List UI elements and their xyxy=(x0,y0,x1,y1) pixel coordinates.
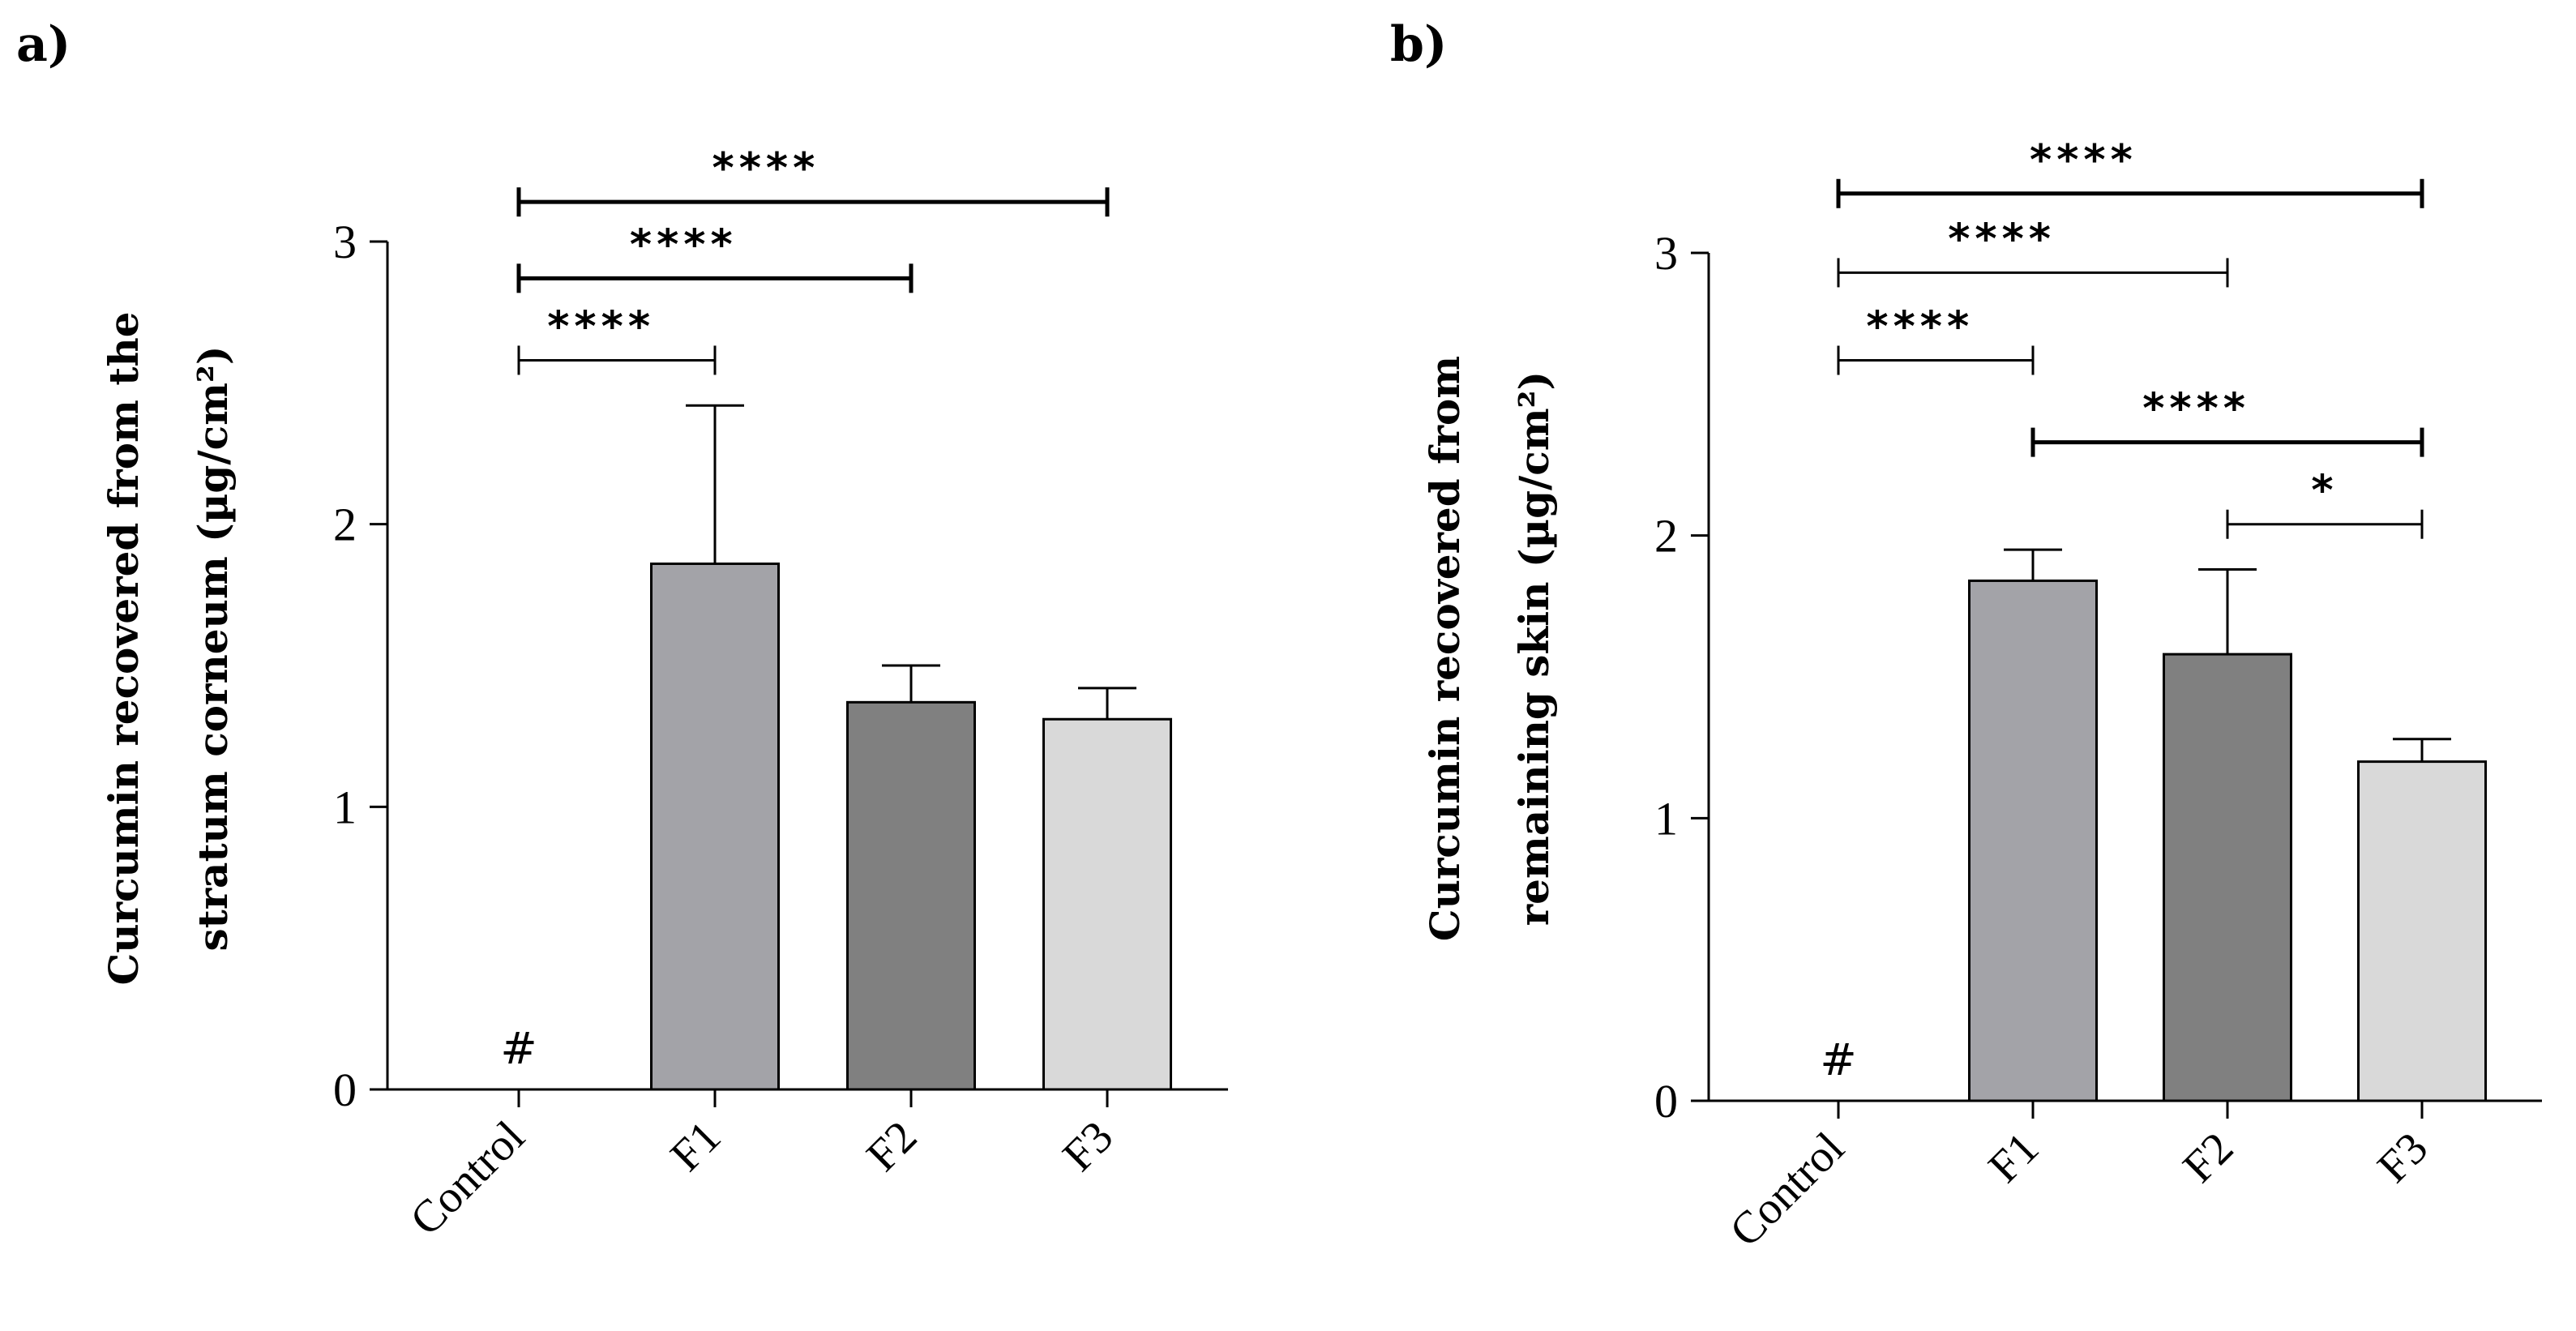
p2-bar-1 xyxy=(1968,579,2098,1102)
p2-sig-label-4: * xyxy=(2311,467,2338,516)
p1-category-label-2: F2 xyxy=(858,1111,927,1181)
p2-sig-label-3: **** xyxy=(2142,385,2250,434)
p1-bar-1 xyxy=(650,562,780,1091)
p1-sig-label-0: **** xyxy=(547,302,655,351)
p1-category-label-3: F3 xyxy=(1054,1111,1123,1181)
p1-y-tick-label-3: 3 xyxy=(333,216,357,268)
p2-bar-2 xyxy=(2163,653,2292,1102)
p2-category-label-0: Control xyxy=(1720,1123,1854,1256)
p1-sig-label-1: **** xyxy=(630,220,738,269)
p1-y-tick-label-1: 1 xyxy=(333,781,357,833)
p2-sig-label-2: **** xyxy=(2030,136,2137,185)
p1-bar-2 xyxy=(846,700,976,1091)
p2-y-tick-label-2: 2 xyxy=(1654,510,1678,563)
p1-y-tick-label-2: 2 xyxy=(333,499,357,551)
p1-category-label-0: Control xyxy=(400,1111,534,1245)
p1-category-label-1: F1 xyxy=(661,1111,731,1181)
p1-sig-label-2: **** xyxy=(712,144,820,193)
p2-sig-label-0: **** xyxy=(1866,302,1974,351)
p2-y-tick-label-0: 0 xyxy=(1654,1075,1678,1128)
p2-panel-label: b) xyxy=(1390,16,1447,73)
p2-missing-marker-0: # xyxy=(1820,1034,1856,1085)
p1-bar-3 xyxy=(1042,717,1172,1091)
p2-y-tick-label-3: 3 xyxy=(1654,227,1678,280)
p2-bar-3 xyxy=(2357,760,2487,1102)
p2-category-label-1: F1 xyxy=(1979,1123,2049,1192)
p1-panel-label: a) xyxy=(16,16,71,73)
p2-y-axis-title-line-1: Curcumin recovered from xyxy=(1421,356,1469,941)
p2-y-axis-title-line-2: remaining skin (µg/cm²) xyxy=(1510,371,1558,926)
p1-y-axis-title-line-2: stratum corneum (µg/cm²) xyxy=(189,345,237,951)
p1-y-axis-title-line-1: Curcumin recovered from the xyxy=(100,311,148,985)
p2-category-label-2: F2 xyxy=(2174,1123,2244,1192)
p2-y-tick-label-1: 1 xyxy=(1654,792,1678,845)
p1-y-tick-label-0: 0 xyxy=(333,1064,357,1116)
p1-missing-marker-0: # xyxy=(500,1023,537,1074)
p2-category-label-3: F3 xyxy=(2368,1123,2438,1192)
p2-sig-label-1: **** xyxy=(1948,215,2056,263)
